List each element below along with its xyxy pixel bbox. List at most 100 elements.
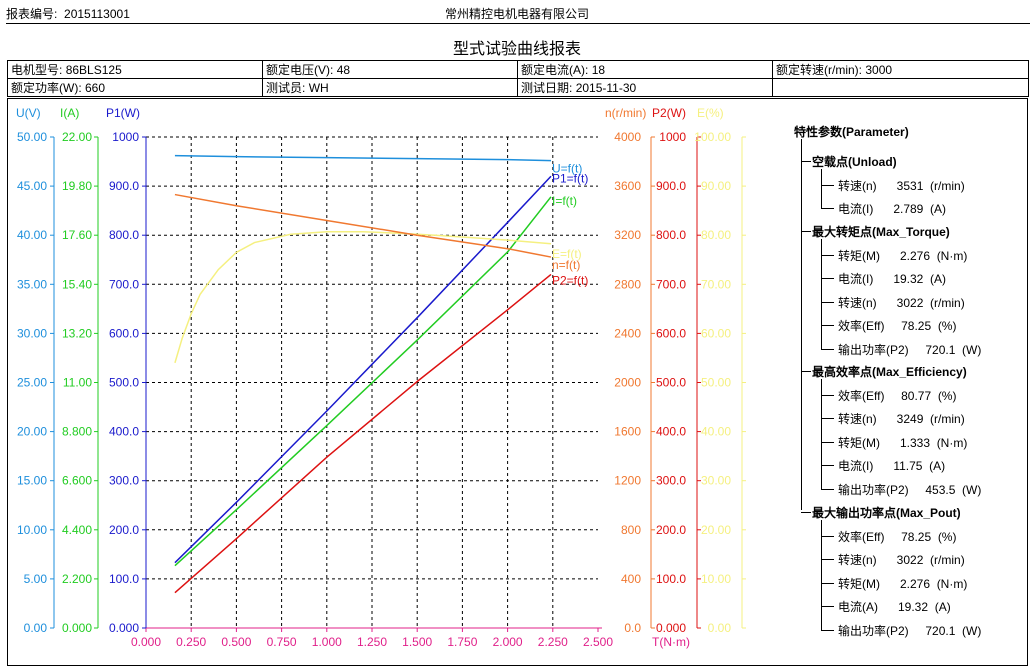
param-item: 电流(A) 19.32 (A) [838, 600, 951, 614]
x-tick-label: 2.250 [538, 635, 568, 649]
y-axis-P1-label: P1(W) [106, 106, 140, 120]
x-tick-label: 1.500 [402, 635, 432, 649]
param-item-connector [821, 488, 834, 490]
param-item-connector [821, 348, 834, 350]
param-item-connector [821, 278, 834, 279]
series-label-I: I=f(t) [552, 194, 577, 208]
y-axis-n-tick-label: 800 [621, 523, 641, 537]
param-item: 效率(Eff) 78.25 (%) [838, 319, 957, 333]
y-axis-n-tick-label: 2400 [614, 326, 641, 340]
param-item: 转矩(M) 2.276 (N·m) [838, 576, 968, 591]
y-axis-I-tick-label: 17.60 [62, 228, 92, 242]
param-item: 效率(Eff) 80.77 (%) [838, 388, 957, 403]
y-axis-n-tick-label: 1200 [614, 474, 641, 488]
y-axis-I-tick-label: 11.00 [63, 376, 92, 390]
x-tick-label: 2.000 [493, 635, 523, 649]
y-axis-P2-tick-label: 400.0 [656, 425, 686, 439]
param-item-connector [821, 559, 834, 560]
series-label-n: n=f(t) [552, 258, 580, 272]
y-axis-E-tick-label: 100.00 [694, 130, 731, 144]
param-item: 电流(I) 2.789 (A) [838, 202, 947, 216]
company-name: 常州精控电机电器有限公司 [444, 7, 589, 21]
x-tick-label: 1.000 [312, 635, 342, 649]
y-axis-n-tick-label: 1600 [614, 425, 641, 439]
series-line-P2 [174, 273, 552, 594]
y-axis-P1-tick-label: 700.0 [109, 277, 139, 291]
y-axis-P1-tick-label: 0.000 [109, 621, 139, 635]
y-axis-U-tick-label: 15.00 [17, 474, 47, 488]
y-axis-E-tick-label: 60.00 [701, 326, 731, 340]
y-axis-E-label: E(%) [697, 106, 724, 120]
param-section-connector [801, 161, 811, 162]
y-axis-I-tick-label: 15.40 [62, 277, 92, 291]
x-tick-label: 2.500 [583, 635, 613, 649]
param-item: 电流(I) 11.75 (A) [838, 459, 946, 473]
param-item-connector [821, 441, 834, 443]
y-axis-E-tick-label: 30.00 [701, 474, 731, 488]
x-tick-label: 1.250 [357, 635, 387, 649]
y-axis-n-tick-label: 2800 [614, 277, 641, 291]
series-label-P1: P1=f(t) [552, 171, 588, 185]
param-item: 输出功率(P2) 720.1 (W) [838, 342, 982, 357]
y-axis-U-tick-label: 30.00 [17, 326, 47, 340]
param-tree-trunk [801, 139, 802, 510]
param-item: 转矩(M) 1.333 (N·m) [838, 435, 968, 450]
y-axis-P1-tick-label: 600.0 [109, 326, 139, 340]
param-item: 输出功率(P2) 453.5 (W) [838, 482, 982, 497]
param-section-title: 最大转矩点(Max_Torque) [812, 225, 950, 239]
y-axis-P2-tick-label: 300.0 [656, 474, 686, 488]
y-axis-P2-tick-label: 900.0 [656, 179, 686, 193]
report-number-value: 2015113001 [64, 7, 130, 21]
param-section-title: 最高效率点(Max_Efficiency) [812, 365, 967, 379]
series-label-E: E=f(t) [552, 247, 582, 261]
param-item: 转速(n) 3022 (r/min) [838, 295, 965, 310]
param-item: 转速(n) 3249 (r/min) [838, 412, 965, 426]
y-axis-P1-tick-label: 800.0 [109, 228, 139, 242]
y-axis-P2-tick-label: 800.0 [656, 228, 686, 242]
info-tester: 测试员: WH [262, 78, 518, 97]
param-item-connector [821, 418, 834, 419]
report-number-label: 报表编号: [6, 7, 58, 21]
chart-frame [7, 98, 1028, 666]
y-axis-U-label: U(V) [16, 106, 41, 120]
param-section-connector [801, 512, 811, 513]
x-tick-label: 0.750 [267, 635, 297, 649]
y-axis-P2-tick-label: 1000 [659, 130, 686, 144]
y-axis-n-tick-label: 400 [621, 572, 641, 586]
y-axis-I-tick-label: 13.20 [62, 326, 92, 340]
parameter-panel: 特性参数(Parameter) 空载点(Unload) 转速(n) 3531 (r… [794, 123, 1030, 643]
y-axis-E-tick-label: 0.00 [708, 621, 732, 635]
y-axis-I-tick-label: 19.80 [62, 179, 92, 193]
param-item: 转矩(M) 2.276 (N·m) [838, 248, 968, 263]
param-item-connector [821, 535, 834, 537]
x-tick-label: 0.500 [221, 635, 251, 649]
x-tick-label: 1.750 [447, 635, 477, 649]
param-section-branch [821, 169, 822, 208]
y-axis-U-tick-label: 50.00 [17, 130, 47, 144]
y-axis-E-tick-label: 20.00 [701, 523, 731, 537]
y-axis-E-tick-label: 50.00 [701, 376, 731, 390]
y-axis-n-tick-label: 3200 [614, 228, 641, 242]
x-tick-label: 0.000 [131, 635, 161, 649]
y-axis-n-tick-label: 0.0 [624, 621, 641, 635]
param-section-title: 最大输出功率点(Max_Pout) [812, 506, 961, 520]
y-axis-P2-label: P2(W) [652, 106, 686, 120]
series-label-U: U=f(t) [552, 162, 582, 176]
y-axis-I-tick-label: 4.400 [62, 523, 92, 537]
y-axis-P1-tick-label: 100.0 [109, 572, 139, 586]
info-rated-power: 额定功率(W): 660 [7, 78, 263, 97]
y-axis-I-tick-label: 8.800 [62, 425, 92, 439]
param-section-branch [821, 239, 822, 349]
param-item-connector [821, 582, 834, 584]
y-axis-E-tick-label: 70.00 [701, 277, 731, 291]
report-title: 型式试验曲线报表 [452, 41, 581, 58]
y-axis-P1-tick-label: 1000 [112, 130, 139, 144]
series-line-I [174, 196, 552, 567]
y-axis-U-tick-label: 20.00 [17, 425, 47, 439]
y-axis-P2-tick-label: 600.0 [656, 326, 686, 340]
y-axis-I-tick-label: 2.200 [62, 572, 92, 586]
param-item-connector [821, 606, 834, 607]
y-axis-P2-tick-label: 100.0 [656, 572, 686, 586]
param-item: 效率(Eff) 78.25 (%) [838, 529, 957, 544]
